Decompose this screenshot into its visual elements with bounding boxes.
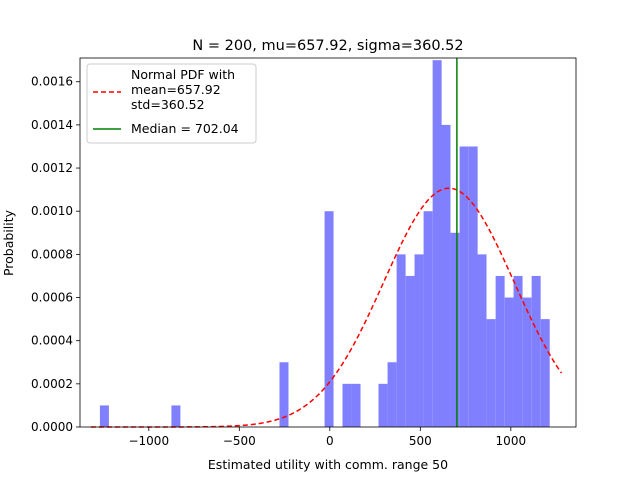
y-tick-label: 0.0012 [31, 161, 73, 175]
normal-pdf-curve [90, 187, 563, 428]
y-axis-ticks: 0.0000 0.0002 0.0004 0.0006 0.0008 0.0010 0.00… [31, 75, 80, 434]
histogram-bar [522, 297, 532, 427]
y-axis-label: Probability [1, 209, 16, 276]
x-tick-label: 500 [409, 434, 432, 448]
legend-box [86, 63, 257, 144]
histogram-bar [414, 254, 424, 427]
legend-pdf-label-line: mean=657.92 [131, 82, 221, 97]
y-tick-label: 0.0008 [31, 247, 73, 261]
y-tick-label: 0.0014 [31, 118, 73, 132]
histogram-bar [432, 60, 442, 427]
histogram-bar [513, 275, 523, 427]
histogram-bar [504, 297, 514, 427]
y-tick-label: 0.0016 [31, 75, 73, 89]
legend-pdf-label: Normal PDF with mean=657.92 std=360.52 [131, 67, 235, 112]
histogram-bar [396, 254, 406, 427]
histogram-bar [279, 362, 289, 427]
histogram-bar [441, 124, 451, 427]
histogram-bar [324, 211, 334, 427]
y-tick-label: 0.0004 [31, 334, 73, 348]
histogram-bar [468, 146, 478, 427]
x-tick-label: −1000 [128, 434, 169, 448]
histogram-bar [342, 383, 352, 427]
chart-title: N = 200, mu=657.92, sigma=360.52 [192, 38, 463, 54]
histogram-bar [486, 319, 496, 427]
histogram-bar [423, 211, 433, 427]
histogram-bar [351, 383, 361, 427]
histogram-bar [450, 232, 460, 427]
histogram-bar [378, 383, 388, 427]
histogram-bar [540, 319, 550, 427]
histogram-bar [405, 275, 415, 427]
histogram-bar [387, 362, 397, 427]
legend-pdf-label-line: Normal PDF with [131, 67, 235, 82]
histogram-bar [531, 275, 541, 427]
y-tick-label: 0.0000 [31, 420, 73, 434]
histogram-bars [99, 60, 550, 427]
x-tick-label: 1000 [496, 434, 527, 448]
histogram-bar [495, 275, 505, 427]
legend: Normal PDF with mean=657.92 std=360.52 Med… [86, 63, 257, 144]
x-tick-label: −500 [223, 434, 256, 448]
legend-median-label: Median = 702.04 [131, 121, 239, 136]
y-tick-label: 0.0006 [31, 291, 73, 305]
y-tick-label: 0.0010 [31, 204, 73, 218]
histogram-bar [171, 405, 181, 427]
plot-lines [90, 58, 563, 428]
x-tick-label: 0 [326, 434, 334, 448]
histogram-bar [459, 146, 469, 427]
y-tick-label: 0.0002 [31, 377, 73, 391]
x-axis-ticks: −1000 −500 0 500 1000 [128, 427, 526, 448]
histogram-bar [477, 254, 487, 427]
legend-pdf-label-line: std=360.52 [131, 97, 205, 112]
x-axis-label: Estimated utility with comm. range 50 [208, 457, 448, 472]
axes-frame [79, 57, 577, 428]
histogram-bar [99, 405, 109, 427]
